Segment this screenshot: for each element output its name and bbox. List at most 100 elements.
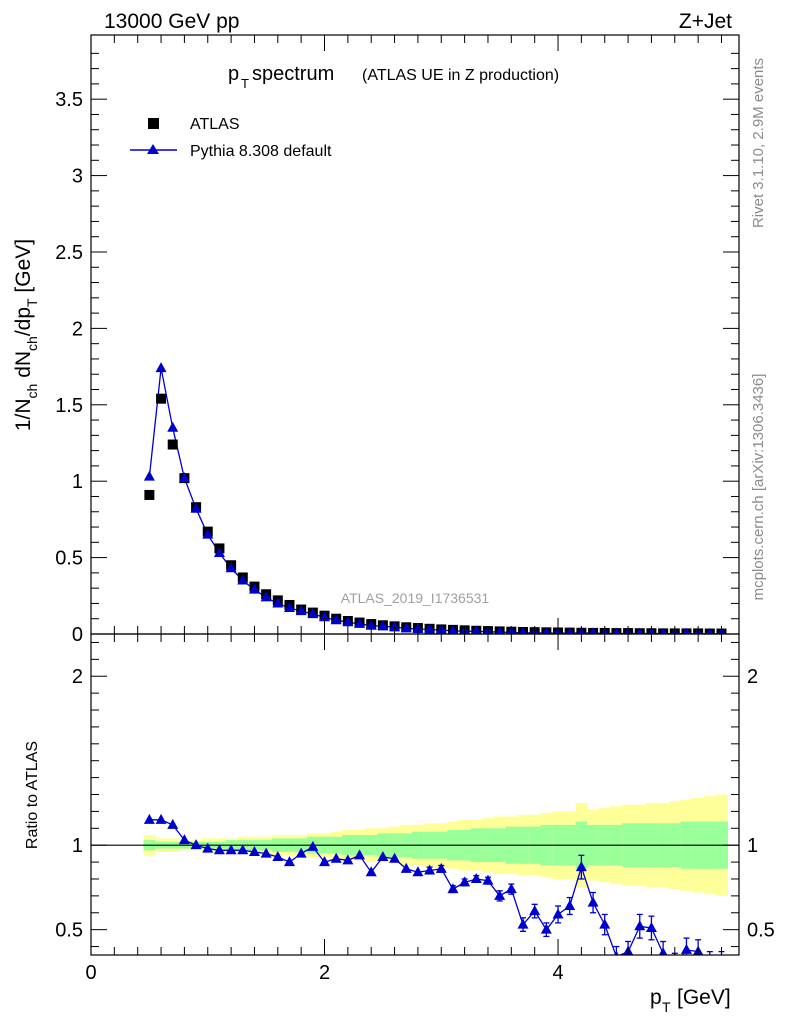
mc-point xyxy=(225,562,237,573)
mc-point xyxy=(190,502,202,513)
y-tick-label: 0.5 xyxy=(55,920,83,942)
ratio-point xyxy=(435,862,447,873)
title-word: spectrum xyxy=(252,63,334,85)
ratio-point xyxy=(342,854,354,865)
top-ylabel-text: 1/Nch dNch/dpT [GeV] xyxy=(12,239,40,431)
ratio-point xyxy=(330,852,342,863)
x-tick-label: 4 xyxy=(552,962,563,984)
ratio-point xyxy=(400,862,412,873)
mcplots-label: mcplots.cern.ch [arXiv:1306.3436] xyxy=(750,374,767,601)
ratio-point xyxy=(482,874,494,885)
y-tick-label: 2 xyxy=(72,318,83,340)
ratio-point xyxy=(283,856,295,867)
ratio-point xyxy=(494,889,506,900)
mc-point xyxy=(400,622,412,633)
atlas-point xyxy=(156,393,167,404)
mc-point xyxy=(636,627,644,634)
ratio-point xyxy=(260,847,272,858)
ratio-panel: 0 2 4 0.5 0.5 1 1 2 2 xyxy=(55,633,775,984)
rivet-label-group: Rivet 3.1.10, 2.9M events xyxy=(750,58,767,228)
mc-point xyxy=(295,605,307,616)
atlas-point xyxy=(167,439,178,450)
legend-mc-label: Pythia 8.308 default xyxy=(190,143,332,160)
bottom-ylabel-text: Ratio to ATLAS xyxy=(24,741,41,849)
mc-point xyxy=(143,470,155,481)
mc-point xyxy=(283,602,295,613)
ratio-point xyxy=(529,905,541,916)
legend-mc-marker xyxy=(147,144,159,154)
atlas-point xyxy=(144,489,155,500)
y-tick-label-right: 2 xyxy=(747,666,758,688)
ratio-point xyxy=(307,840,319,851)
y-tick-label: 2.5 xyxy=(55,242,83,264)
ratio-point xyxy=(470,872,482,883)
title-paren: (ATLAS UE in Z production) xyxy=(362,67,559,84)
mc-point xyxy=(682,627,690,634)
ratio-point xyxy=(552,908,564,919)
mc-point xyxy=(495,626,504,634)
mc-point xyxy=(565,627,574,634)
mc-point xyxy=(447,624,458,634)
y-tick-label: 0 xyxy=(72,624,83,646)
mc-point xyxy=(260,591,272,602)
ratio-point xyxy=(190,839,202,850)
legend-atlas-marker xyxy=(148,118,159,129)
y-tick-label: 0.5 xyxy=(55,548,83,570)
ratio-point xyxy=(295,847,307,858)
mc-point xyxy=(706,627,714,634)
legend-atlas-label: ATLAS xyxy=(190,116,240,133)
ratio-point xyxy=(634,920,646,931)
mc-point xyxy=(589,627,597,634)
ratio-point xyxy=(564,900,576,911)
mc-point xyxy=(377,620,389,631)
xlabel-unit: [GeV] xyxy=(677,986,731,1009)
ratio-point xyxy=(599,918,611,929)
ratio-point xyxy=(587,896,599,907)
y-tick-label: 3.5 xyxy=(55,89,83,111)
mc-point xyxy=(342,616,354,627)
y-tick-label: 3 xyxy=(72,166,83,188)
mc-point xyxy=(155,362,167,373)
top-ylabel: 1/Nch dNch/dpT [GeV] xyxy=(12,239,40,431)
ratio-point xyxy=(319,856,331,867)
mc-point xyxy=(213,547,225,558)
mc-point xyxy=(330,614,342,625)
ratio-point xyxy=(237,844,249,855)
ratio-point xyxy=(377,851,389,862)
ratio-point xyxy=(669,959,680,969)
xlabel-sub: T xyxy=(662,999,671,1015)
x-axis-label: p T [GeV] xyxy=(650,986,731,1015)
ratio-point xyxy=(716,957,727,967)
mc-point xyxy=(354,617,366,628)
mc-point xyxy=(659,627,667,634)
mc-point xyxy=(272,597,284,608)
mc-point xyxy=(202,528,214,539)
mc-point xyxy=(424,623,436,634)
ratio-point xyxy=(614,950,619,955)
y-tick-label: 1 xyxy=(72,471,83,493)
analysis-watermark: ATLAS_2019_I1736531 xyxy=(341,590,490,606)
ratio-point xyxy=(272,851,284,862)
x-tick-label: 0 xyxy=(85,962,96,984)
mc-point xyxy=(319,611,331,622)
ratio-point xyxy=(389,852,401,863)
mc-point xyxy=(519,626,527,634)
mc-point xyxy=(307,608,319,619)
mc-point xyxy=(542,627,551,634)
mc-point xyxy=(612,627,620,634)
mc-point xyxy=(248,583,260,594)
mc-point xyxy=(178,472,190,483)
ratio-point xyxy=(213,844,225,855)
ratio-point xyxy=(540,923,552,934)
ratio-point xyxy=(680,943,692,954)
ratio-point xyxy=(459,876,471,887)
ratio-point xyxy=(645,921,657,932)
ratio-point xyxy=(167,818,179,829)
mc-point xyxy=(471,625,482,634)
spectrum-panel: 0 0.5 1 1.5 2 2.5 3 3.5 xyxy=(55,34,740,646)
xlabel-p: p xyxy=(650,986,662,1009)
title-p: p xyxy=(228,63,239,85)
bottom-ylabel: Ratio to ATLAS xyxy=(24,741,41,849)
ratio-point xyxy=(517,918,529,929)
